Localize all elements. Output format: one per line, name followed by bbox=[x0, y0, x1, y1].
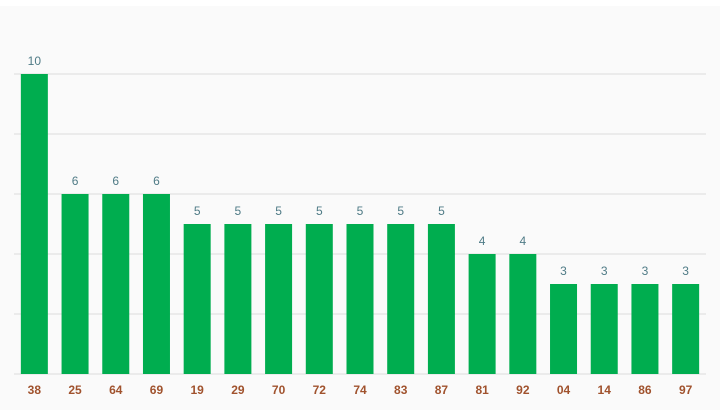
x-tick-label: 70 bbox=[272, 383, 286, 397]
value-label: 10 bbox=[28, 54, 42, 68]
value-label: 6 bbox=[153, 174, 160, 188]
x-tick-label: 19 bbox=[190, 383, 204, 397]
x-tick-label: 72 bbox=[313, 383, 327, 397]
bar bbox=[305, 224, 333, 374]
value-label: 5 bbox=[397, 204, 404, 218]
value-label: 6 bbox=[72, 174, 79, 188]
x-tick-label: 83 bbox=[394, 383, 408, 397]
bar bbox=[509, 254, 537, 374]
value-label: 5 bbox=[357, 204, 364, 218]
value-label: 5 bbox=[235, 204, 242, 218]
value-label: 6 bbox=[112, 174, 119, 188]
bar bbox=[265, 224, 293, 374]
value-label: 5 bbox=[316, 204, 323, 218]
x-tick-label: 87 bbox=[435, 383, 449, 397]
bar bbox=[631, 284, 659, 374]
x-tick-label: 69 bbox=[150, 383, 164, 397]
value-label: 5 bbox=[275, 204, 282, 218]
bar bbox=[142, 194, 170, 374]
x-tick-label: 25 bbox=[68, 383, 82, 397]
x-tick-label: 81 bbox=[475, 383, 489, 397]
value-label: 3 bbox=[601, 264, 608, 278]
bar bbox=[102, 194, 130, 374]
value-label: 3 bbox=[560, 264, 567, 278]
x-tick-label: 04 bbox=[557, 383, 571, 397]
value-label: 3 bbox=[682, 264, 689, 278]
value-label: 5 bbox=[194, 204, 201, 218]
bar bbox=[468, 254, 496, 374]
value-label: 5 bbox=[438, 204, 445, 218]
value-label: 4 bbox=[479, 234, 486, 248]
bar bbox=[387, 224, 415, 374]
x-tick-label: 64 bbox=[109, 383, 123, 397]
bar bbox=[224, 224, 252, 374]
bar bbox=[61, 194, 89, 374]
bar bbox=[20, 74, 48, 374]
bar bbox=[550, 284, 578, 374]
x-tick-label: 38 bbox=[28, 383, 42, 397]
bar bbox=[183, 224, 211, 374]
value-label: 3 bbox=[642, 264, 649, 278]
bar bbox=[590, 284, 618, 374]
x-tick-label: 97 bbox=[679, 383, 693, 397]
x-tick-label: 29 bbox=[231, 383, 245, 397]
x-tick-label: 86 bbox=[638, 383, 652, 397]
bar bbox=[672, 284, 700, 374]
x-tick-label: 92 bbox=[516, 383, 530, 397]
x-tick-label: 74 bbox=[353, 383, 367, 397]
bar bbox=[346, 224, 374, 374]
value-label: 4 bbox=[519, 234, 526, 248]
bar bbox=[427, 224, 455, 374]
x-tick-label: 14 bbox=[598, 383, 612, 397]
